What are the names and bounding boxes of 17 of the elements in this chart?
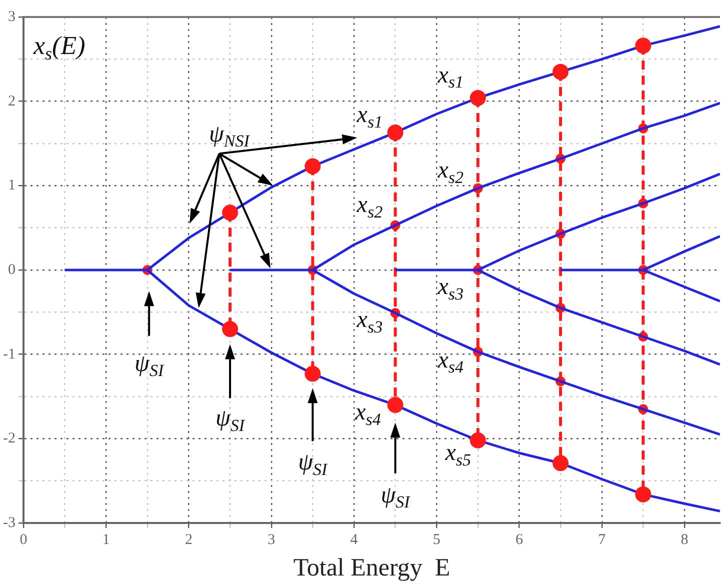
y-tick-label: -2 bbox=[2, 430, 16, 447]
y-tick-label: 2 bbox=[8, 93, 16, 110]
x-tick-label: 6 bbox=[515, 532, 524, 548]
x-tick-label: 2 bbox=[184, 532, 192, 548]
x-tick-label: 8 bbox=[680, 532, 688, 548]
y-tick-label: 0 bbox=[8, 262, 16, 278]
y-tick-label: 3 bbox=[8, 8, 16, 25]
y-tick-label: 1 bbox=[8, 178, 16, 194]
x-tick-label: 7 bbox=[598, 532, 606, 548]
x-tick-label: 0 bbox=[20, 532, 28, 548]
x-tick-label: 1 bbox=[102, 532, 110, 548]
x-tick-label: 5 bbox=[432, 532, 440, 548]
y-tick-label: -1 bbox=[2, 346, 16, 362]
y-tick-label: -3 bbox=[2, 514, 16, 531]
x-axis-title: Total Energy E bbox=[293, 554, 450, 582]
x-tick-label: 3 bbox=[268, 532, 276, 548]
x-tick-label: 4 bbox=[350, 532, 358, 548]
